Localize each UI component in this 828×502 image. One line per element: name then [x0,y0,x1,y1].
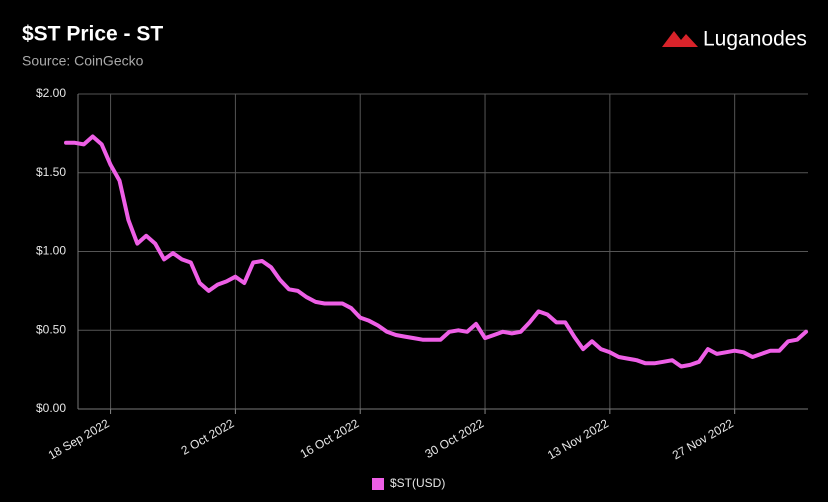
brand-logo: Luganodes [662,28,807,51]
y-tick-label: $1.50 [36,165,66,179]
chart-title: $ST Price - ST [22,23,163,46]
y-tick-label: $0.50 [36,322,66,336]
x-tick-label: 13 Nov 2022 [545,416,611,462]
legend-label: $ST(USD) [390,476,445,490]
x-tick-label: 27 Nov 2022 [670,416,736,462]
x-tick-label: 18 Sep 2022 [46,416,112,462]
x-tick-label: 2 Oct 2022 [179,416,237,458]
y-tick-label: $2.00 [36,86,66,100]
x-tick-label: 16 Oct 2022 [298,416,362,461]
brand-name: Luganodes [703,28,807,51]
brand-icon [662,31,698,47]
x-tick-label: 30 Oct 2022 [422,416,486,461]
y-tick-label: $1.00 [36,244,66,258]
price-line [64,134,808,369]
y-tick-label: $0.00 [36,401,66,415]
chart-subtitle: Source: CoinGecko [22,53,144,69]
legend-swatch [372,478,384,490]
